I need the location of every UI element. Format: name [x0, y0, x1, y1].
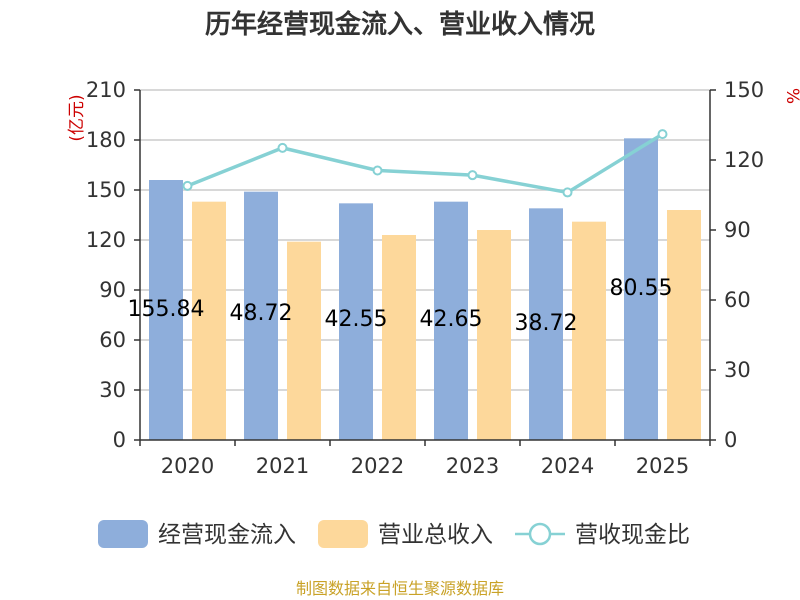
bar-经营现金流入-2023 — [434, 201, 468, 440]
data-label-2024: 38.72 — [515, 311, 578, 336]
bar-经营现金流入-2025 — [624, 138, 658, 441]
left-axis-unit: (亿元) — [67, 94, 87, 141]
bar-经营现金流入-2022 — [339, 203, 373, 440]
bar-营业总收入-2021 — [287, 241, 321, 440]
left-tick-label: 0 — [113, 428, 126, 452]
right-tick-label: 150 — [724, 78, 764, 102]
left-tick-label: 210 — [86, 78, 126, 102]
left-tick-label: 150 — [86, 178, 126, 202]
x-tick-label: 2023 — [446, 454, 499, 478]
data-label-2021: 48.72 — [230, 301, 293, 326]
right-tick-label: 30 — [724, 358, 751, 382]
left-tick-label: 60 — [99, 328, 126, 352]
right-axis-unit: % — [782, 88, 800, 104]
chart-title: 历年经营现金流入、营业收入情况 — [205, 9, 595, 40]
x-tick-label: 2022 — [351, 454, 404, 478]
source-note: 制图数据来自恒生聚源数据库 — [296, 579, 504, 598]
legend-label-经营现金流入: 经营现金流入 — [158, 522, 296, 548]
x-tick-label: 2020 — [161, 454, 214, 478]
legend-swatch-经营现金流入 — [98, 520, 148, 548]
bar-经营现金流入-2024 — [529, 208, 563, 440]
data-label-2020: 155.84 — [128, 297, 205, 322]
point-营收现金比-2021 — [277, 142, 288, 153]
data-label-2022: 42.55 — [325, 307, 388, 332]
x-tick-label: 2025 — [636, 454, 689, 478]
data-label-2025: 80.55 — [610, 276, 673, 301]
right-tick-label: 120 — [724, 148, 764, 172]
x-tick-label: 2024 — [541, 454, 594, 478]
bar-营业总收入-2025 — [667, 210, 701, 440]
bar-经营现金流入-2021 — [244, 191, 278, 440]
legend-marker-营收现金比 — [528, 522, 552, 546]
left-tick-label: 180 — [86, 128, 126, 152]
left-tick-label: 120 — [86, 228, 126, 252]
point-营收现金比-2024 — [562, 187, 573, 198]
right-tick-label: 60 — [724, 288, 751, 312]
bar-经营现金流入-2020 — [149, 180, 183, 440]
data-label-2023: 42.65 — [420, 307, 483, 332]
left-tick-label: 30 — [99, 378, 126, 402]
point-营收现金比-2023 — [467, 170, 478, 181]
bar-营业总收入-2024 — [572, 221, 606, 440]
point-营收现金比-2020 — [182, 180, 193, 191]
right-tick-label: 0 — [724, 428, 737, 452]
bar-营业总收入-2023 — [477, 230, 511, 440]
bar-营业总收入-2020 — [192, 201, 226, 440]
point-营收现金比-2022 — [372, 165, 383, 176]
line-营收现金比 — [186, 132, 664, 195]
left-tick-label: 90 — [99, 278, 126, 302]
legend-swatch-营业总收入 — [318, 520, 368, 548]
right-tick-label: 90 — [724, 218, 751, 242]
point-营收现金比-2025 — [657, 129, 668, 140]
legend-label-营业总收入: 营业总收入 — [378, 522, 493, 548]
x-tick-label: 2021 — [256, 454, 309, 478]
legend-label-营收现金比: 营收现金比 — [575, 522, 690, 548]
bar-营业总收入-2022 — [382, 235, 416, 440]
